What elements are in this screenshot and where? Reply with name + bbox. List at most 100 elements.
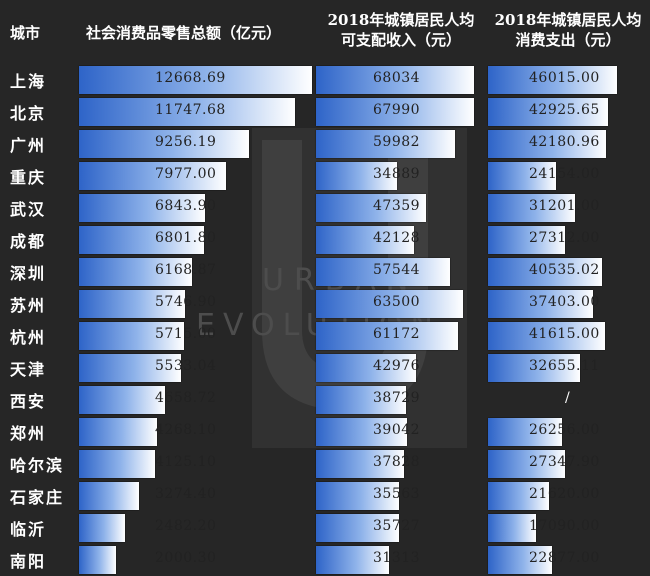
income-value: 34889 (373, 166, 421, 182)
income-value: 63500 (373, 294, 421, 310)
sales-value: 9256.19 (155, 134, 217, 150)
spend-value: 17090.00 (529, 518, 600, 534)
spend-value: 27347.90 (529, 454, 600, 470)
city-label: 天津 (10, 360, 47, 379)
city-label: 石家庄 (10, 488, 65, 507)
header-spend-line1: 2018年城镇居民人均 (494, 11, 642, 29)
income-bar (316, 514, 399, 542)
sales-bar (79, 98, 295, 126)
sales-bar (79, 226, 204, 254)
table-row: 深圳 6168.87 57544 40535.02 (0, 256, 650, 288)
header-spend-line2: 消费支出（元） (515, 31, 621, 49)
income-bar (316, 482, 399, 510)
income-bar (316, 194, 426, 222)
table-row: 重庆 7977.00 34889 24154.00 (0, 160, 650, 192)
spend-value: 37403.00 (529, 294, 600, 310)
spend-bar (488, 226, 565, 254)
income-bar (316, 258, 450, 286)
city-label: 武汉 (10, 200, 47, 219)
spend-value: / (565, 390, 571, 406)
sales-bar (79, 354, 181, 382)
header-spend: 2018年城镇居民人均 消费支出（元） (488, 10, 648, 72)
table-row: 上海 12668.69 68034 46015.00 (0, 64, 650, 96)
spend-value: 22877.00 (529, 550, 600, 566)
table-row: 天津 5533.04 42976 32655.11 (0, 352, 650, 384)
sales-value: 5533.04 (155, 358, 217, 374)
sales-value: 5746.90 (155, 294, 217, 310)
spend-value: 24154.00 (529, 166, 600, 182)
income-value: 39042 (373, 422, 421, 438)
spend-bar (488, 354, 580, 382)
spend-bar (488, 418, 562, 446)
table-row: 武汉 6843.90 47359 31201.00 (0, 192, 650, 224)
income-value: 57544 (373, 262, 421, 278)
income-value: 68034 (373, 70, 421, 86)
income-bar (316, 162, 397, 190)
city-label: 成都 (10, 232, 47, 251)
table-row: 石家庄 3274.40 35563 21620.00 (0, 480, 650, 512)
header-income-line2: 可支配收入（元） (340, 31, 461, 49)
spend-bar (488, 482, 549, 510)
table-row: 西安 4658.72 38729 / (0, 384, 650, 416)
table-row: 哈尔滨 4125.10 37828 27347.90 (0, 448, 650, 480)
spend-value: 46015.00 (529, 70, 600, 86)
income-bar (316, 418, 407, 446)
income-value: 35727 (373, 518, 421, 534)
header-income-line1: 2018年城镇居民人均 (327, 11, 475, 29)
income-bar (316, 66, 474, 94)
city-label: 临沂 (10, 520, 47, 539)
sales-bar (79, 194, 205, 222)
city-label: 上海 (10, 72, 47, 91)
sales-value: 6168.87 (155, 262, 217, 278)
city-label: 哈尔滨 (10, 456, 65, 475)
sales-bar (79, 450, 155, 478)
table-row: 杭州 5715.00 61172 41615.00 (0, 320, 650, 352)
sales-value: 6843.90 (155, 198, 217, 214)
sales-bar (79, 290, 185, 318)
city-label: 广州 (10, 136, 47, 155)
city-label: 苏州 (10, 296, 47, 315)
city-label: 郑州 (10, 424, 47, 443)
income-value: 42128 (373, 230, 421, 246)
income-bar (316, 130, 455, 158)
spend-bar (488, 162, 556, 190)
income-value: 31313 (373, 550, 421, 566)
spend-bar (488, 322, 605, 350)
sales-bar (79, 130, 249, 158)
sales-value: 7977.00 (155, 166, 217, 182)
sales-value: 12668.69 (155, 70, 226, 86)
income-bar (316, 290, 463, 318)
spend-bar (488, 258, 602, 286)
table-row: 成都 6801.80 42128 27312.00 (0, 224, 650, 256)
income-bar (316, 98, 474, 126)
spend-bar (488, 450, 565, 478)
spend-value: 41615.00 (529, 326, 600, 342)
income-bar (316, 226, 414, 254)
sales-bar (79, 258, 192, 286)
table-row: 北京 11747.68 67990 42925.65 (0, 96, 650, 128)
table-row: 郑州 4268.10 39042 26256.00 (0, 416, 650, 448)
table-row: 南阳 2000.30 31313 22877.00 (0, 544, 650, 576)
sales-bar (79, 162, 226, 190)
spend-bar (488, 66, 617, 94)
sales-value: 5715.00 (155, 326, 217, 342)
sales-value: 4125.10 (155, 454, 217, 470)
spend-value: 40535.02 (529, 262, 600, 278)
table-row: 临沂 2482.20 35727 17090.00 (0, 512, 650, 544)
spend-value: 31201.00 (529, 198, 600, 214)
city-label: 北京 (10, 104, 47, 123)
table-row: 苏州 5746.90 63500 37403.00 (0, 288, 650, 320)
sales-bar (79, 66, 312, 94)
sales-value: 2000.30 (155, 550, 217, 566)
income-value: 47359 (373, 198, 421, 214)
header-city: 城市 (10, 24, 41, 42)
spend-bar (488, 290, 593, 318)
sales-bar (79, 322, 184, 350)
spend-bar (488, 130, 606, 158)
header-sales: 社会消费品零售总额（亿元） (86, 24, 282, 42)
header-income: 2018年城镇居民人均 可支配收入（元） (316, 10, 486, 72)
sales-value: 6801.80 (155, 230, 217, 246)
spend-value: 21620.00 (529, 486, 600, 502)
city-label: 西安 (10, 392, 47, 411)
sales-value: 4658.72 (155, 390, 217, 406)
